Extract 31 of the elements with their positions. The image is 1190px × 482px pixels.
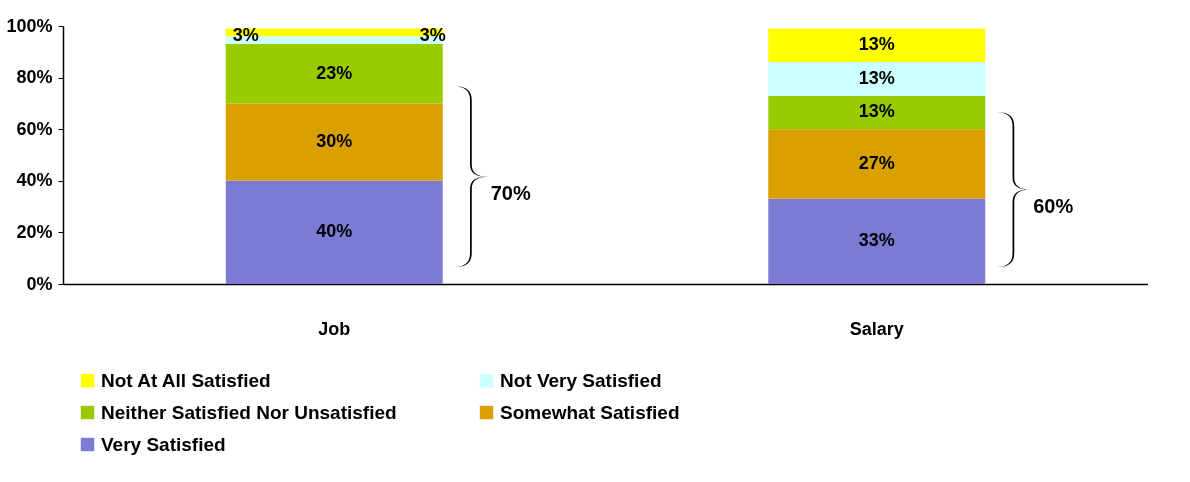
y-tick-label: 40% — [16, 170, 53, 191]
y-tick-label: 80% — [16, 67, 53, 88]
y-tick-label: 100% — [6, 15, 53, 36]
y-tick-label: 20% — [16, 221, 53, 242]
text: 27% — [858, 153, 895, 174]
legend-label: Somewhat Satisfied — [500, 401, 680, 423]
x-tick-label: Salary — [849, 318, 904, 339]
legend-label: Neither Satisfied Nor Unsatisfied — [101, 401, 397, 423]
legend-label: Not At All Satisfied — [101, 369, 271, 391]
text: 13% — [858, 34, 895, 55]
bar — [768, 198, 986, 284]
text: 13% — [858, 67, 895, 88]
text: 40% — [316, 221, 353, 242]
text: 30% — [316, 131, 353, 152]
bar — [768, 129, 986, 199]
bar — [768, 95, 986, 130]
legend-label: Not Very Satisfied — [500, 369, 662, 391]
bar — [768, 28, 986, 63]
annotation: 60% — [1033, 194, 1074, 217]
text: 23% — [316, 62, 353, 83]
bar — [225, 44, 443, 104]
legend-label: Very Satisfied — [101, 433, 226, 455]
y-tick-label: 60% — [16, 118, 53, 139]
y-tick-label: 0% — [26, 273, 53, 294]
text: 13% — [858, 101, 895, 122]
bar — [225, 103, 443, 181]
annotation: 70% — [490, 181, 531, 204]
x-tick-label: Job — [318, 318, 351, 339]
text: 33% — [858, 230, 895, 251]
bar — [768, 62, 986, 96]
bar — [225, 180, 443, 284]
